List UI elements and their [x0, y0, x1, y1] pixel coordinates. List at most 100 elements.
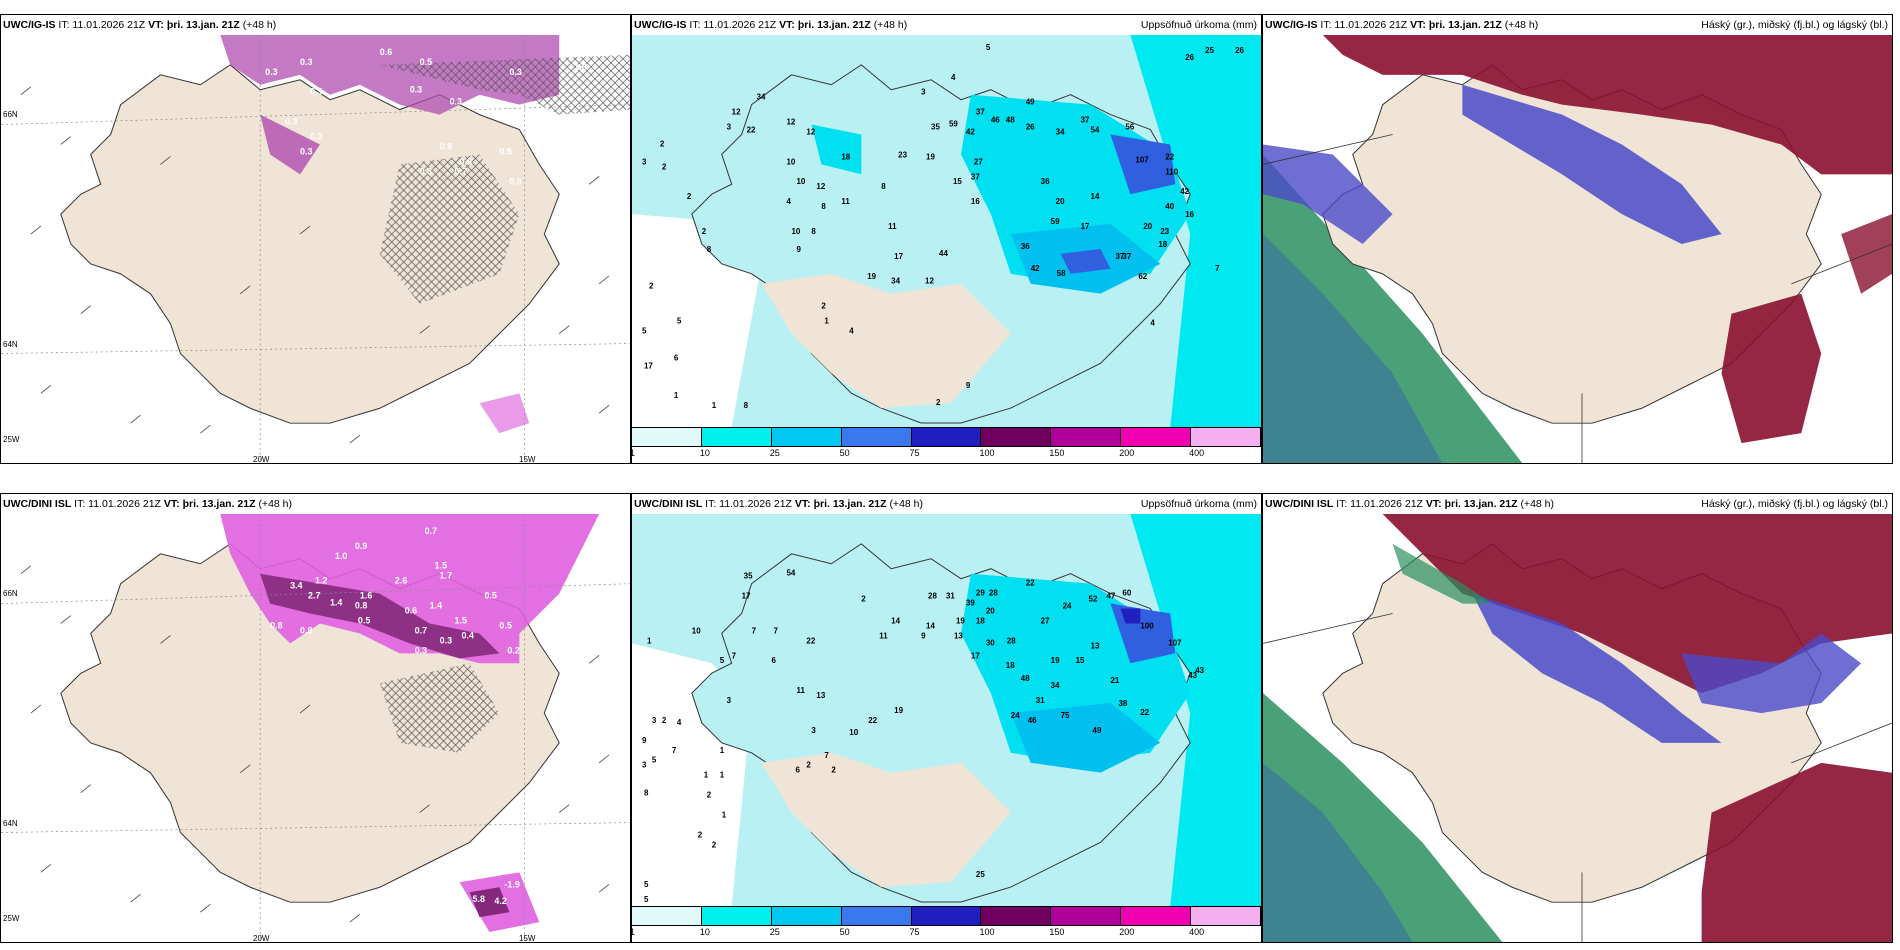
precip-labels: 5 25 26 26 3 4 12 34 3 49 37 12 22 12 35…: [642, 43, 1245, 410]
legend-tick-label: 50: [839, 448, 850, 458]
panel-precip-dini: UWC/DINI ISL IT: 11.01.2026 21Z VT: þri.…: [631, 493, 1262, 943]
legend-tick-label: 400: [1189, 927, 1205, 937]
map-area: 54 35 17 28 31 39 29 28 22 52 47 60 2 14…: [632, 514, 1261, 906]
precip-value: 7: [774, 626, 779, 635]
legend-swatch: [1121, 428, 1192, 446]
precip-value: 2: [702, 227, 707, 236]
snow-value: 0.9: [440, 141, 452, 151]
precip-value: 17: [644, 361, 653, 370]
legend-swatch: [1191, 428, 1261, 446]
precip-value: 19: [867, 272, 876, 281]
precip-value: 54: [787, 569, 796, 578]
precip-value: 24: [1011, 711, 1020, 720]
precip-value: 59: [1051, 217, 1060, 226]
snow-value: 0.3: [509, 67, 521, 77]
precip-value: 8: [644, 789, 649, 798]
lat-label: 64N: [3, 819, 18, 828]
lon-label: 15W: [519, 455, 536, 464]
legend-tick-label: 400: [1189, 448, 1205, 458]
precip-value: 7: [732, 651, 737, 660]
precip-value: 49: [1093, 726, 1102, 735]
precip-value: 2: [712, 840, 717, 849]
precip-value: 39: [966, 599, 975, 608]
snow-value: 1.2: [315, 576, 327, 586]
precip-value: 26: [1235, 46, 1244, 55]
snow-value: 0.8: [355, 601, 367, 611]
legend-ticks: 1 10 25 50 75 100 150 200 400: [632, 447, 1261, 461]
precip-value: 12: [806, 127, 815, 136]
valid-time: þri. 13.jan. 21Z: [1444, 498, 1518, 510]
variable-title: Háský (gr.), miðský (fj.bl.) og lágský (…: [1701, 19, 1888, 31]
legend-tick-label: 25: [769, 448, 780, 458]
precip-value: 15: [953, 177, 962, 186]
precip-value: 46: [1028, 716, 1037, 725]
panel-clouds-dini: UWC/DINI ISL IT: 11.01.2026 21Z VT: þri.…: [1262, 493, 1893, 943]
precip-value: 2: [831, 766, 836, 775]
lead-time: (+48 h): [242, 19, 277, 31]
precip-value: 19: [956, 616, 965, 625]
precip-value: 9: [966, 381, 971, 390]
precip-value: 7: [1215, 264, 1220, 273]
precip-value: 28: [1007, 636, 1016, 645]
legend-swatch: [701, 428, 772, 446]
precip-value: 35: [931, 123, 940, 132]
snow-value: 0.3: [310, 87, 322, 97]
wind-barbs: [20, 565, 610, 923]
lead-time: (+48 h): [889, 498, 923, 510]
precip-value: 1: [720, 771, 725, 780]
precip-value: 2: [649, 282, 654, 291]
precip-value: 46: [991, 116, 1000, 125]
precip-value: 4: [787, 197, 792, 206]
precip-value: 5: [720, 656, 725, 665]
precip-value: 12: [816, 182, 825, 191]
precip-value: 5: [644, 895, 649, 904]
precip-value: 27: [974, 157, 983, 166]
precip-value: 34: [757, 93, 766, 102]
snow-value: 0.3: [410, 85, 422, 95]
legend-color-bar: [632, 427, 1261, 447]
legend-color-bar: [632, 906, 1261, 926]
precip-value: 5: [642, 326, 647, 335]
precip-value: 47: [1106, 592, 1115, 601]
snow-value: 0.3: [300, 57, 312, 67]
precip-value: 52: [1089, 595, 1098, 604]
map-area: 5 25 26 26 3 4 12 34 3 49 37 12 22 12 35…: [632, 35, 1261, 427]
valid-time-label: VT:: [794, 498, 811, 510]
panel-header: UWC/DINI ISL IT: 11.01.2026 21Z VT: þri.…: [632, 494, 1261, 514]
precip-value: 2: [698, 830, 703, 839]
snow-value: 0.3: [420, 166, 432, 176]
precip-value: 13: [816, 691, 825, 700]
snow-value: 0.4: [462, 630, 474, 640]
precip-value: 3: [642, 157, 647, 166]
valid-time-label: VT:: [1425, 498, 1442, 510]
snow-value: 0.9: [355, 541, 367, 551]
init-time: IT: 11.01.2026 21Z: [74, 498, 161, 510]
snow-value: -1.6: [455, 914, 470, 924]
valid-time-label: VT:: [163, 498, 180, 510]
precip-value: 17: [742, 592, 751, 601]
snow-value: 0.6: [380, 47, 392, 57]
snow-value: 0.3: [440, 635, 452, 645]
snow-value: 0.7: [455, 166, 467, 176]
precip-value: 9: [796, 245, 801, 254]
precip-value: 8: [821, 202, 826, 211]
panel-wind-snow-igis: UWC/IG-IS IT: 11.01.2026 21Z VT: þri. 13…: [0, 14, 631, 464]
precip-value: 5: [986, 43, 991, 52]
precip-value: 107: [1135, 155, 1149, 164]
lon-label: 20W: [253, 455, 270, 464]
snow-value: 1.7: [440, 571, 452, 581]
precip-value: 27: [1041, 616, 1050, 625]
snow-value: 0.8: [300, 625, 312, 635]
precip-value: 42: [966, 127, 975, 136]
valid-time-label: VT:: [1410, 19, 1426, 31]
snow-labels: 0.3 0.3 0.6 0.5 0.3 0.3 0.3 0.3 1.6 0.3 …: [265, 47, 586, 186]
legend-swatch: [911, 907, 982, 925]
snow-value: 1.0: [335, 551, 347, 561]
precip-value: 7: [672, 746, 677, 755]
snow-value: 1.6: [574, 62, 586, 72]
panel-header: UWC/IG-IS IT: 11.01.2026 21Z VT: þri. 13…: [1, 15, 630, 35]
legend-tick-label: 200: [1119, 927, 1135, 937]
model-source: UWC/IG-IS: [3, 19, 56, 31]
precip-value: 5: [677, 317, 682, 326]
valid-time: þri. 13.jan. 21Z: [166, 19, 240, 31]
